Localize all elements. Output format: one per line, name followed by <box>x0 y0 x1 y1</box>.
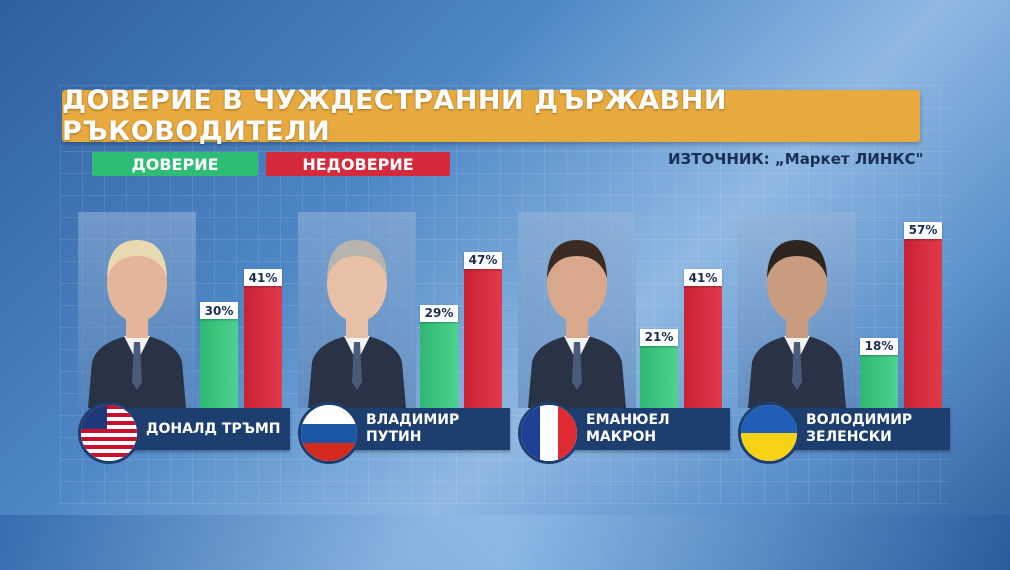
legend-distrust: НЕДОВЕРИЕ <box>266 152 450 176</box>
leader-name: ДОНАЛД ТРЪМП <box>146 420 281 437</box>
trust-bar <box>420 321 458 408</box>
leader-name: ЕМАНЮЕЛ МАКРОН <box>586 412 670 445</box>
chart-title: ДОВЕРИЕ В ЧУЖДЕСТРАННИ ДЪРЖАВНИ РЪКОВОДИ… <box>62 85 727 147</box>
bar-group: 21% 41% <box>638 212 728 408</box>
trust-bar <box>200 319 238 408</box>
bottom-band <box>0 515 1010 570</box>
source-label: ИЗТОЧНИК: „Маркет ЛИНКС" <box>668 150 924 168</box>
trust-bar <box>860 354 898 408</box>
france-flag-icon <box>518 402 580 464</box>
portrait-photo <box>78 212 196 408</box>
distrust-bar <box>464 268 502 408</box>
bar-group: 18% 57% <box>858 212 948 408</box>
distrust-value-label: 47% <box>464 251 502 269</box>
leader-panel: 21% 41% ЕМАНЮЕЛ МАКРОН <box>518 212 730 468</box>
us-flag-icon <box>78 402 140 464</box>
trust-value-label: 18% <box>860 337 898 355</box>
title-banner: ДОВЕРИЕ В ЧУЖДЕСТРАННИ ДЪРЖАВНИ РЪКОВОДИ… <box>62 85 920 147</box>
legend-trust: ДОВЕРИЕ <box>92 152 258 176</box>
distrust-value-label: 41% <box>684 269 722 287</box>
distrust-bar <box>684 286 722 408</box>
distrust-value-label: 57% <box>904 221 942 239</box>
portrait-photo <box>298 212 416 408</box>
distrust-bar <box>244 286 282 408</box>
portrait-photo <box>738 212 856 408</box>
trust-value-label: 21% <box>640 328 678 346</box>
distrust-value-label: 41% <box>244 269 282 287</box>
name-bar: ВЛАДИМИР ПУТИН <box>318 408 510 450</box>
portrait-photo <box>518 212 636 408</box>
leader-name: ВОЛОДИМИР ЗЕЛЕНСКИ <box>806 412 913 445</box>
russia-flag-icon <box>298 402 360 464</box>
ukraine-flag-icon <box>738 402 800 464</box>
leader-panel: 29% 47% ВЛАДИМИР ПУТИН <box>298 212 510 468</box>
bar-group: 29% 47% <box>418 212 508 408</box>
bar-group: 30% 41% <box>198 212 288 408</box>
trust-value-label: 30% <box>200 302 238 319</box>
leader-panel: 18% 57% ВОЛОДИМИР ЗЕЛЕНСКИ <box>738 212 950 468</box>
distrust-bar <box>904 238 942 408</box>
trust-bar <box>640 345 678 408</box>
leader-panel: 30% 41% ДОНАЛД ТРЪМП <box>78 212 290 468</box>
trust-value-label: 29% <box>420 304 458 322</box>
leader-name: ВЛАДИМИР ПУТИН <box>366 412 460 445</box>
